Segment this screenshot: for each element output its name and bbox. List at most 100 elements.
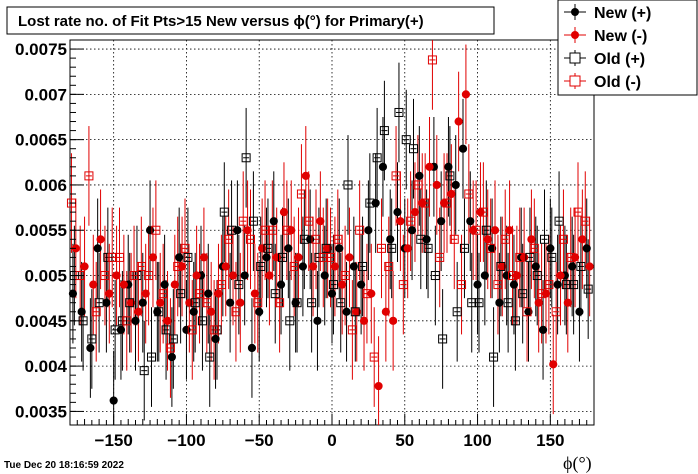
- data-point: [114, 252, 124, 262]
- data-point: [496, 261, 506, 271]
- data-point: [551, 307, 561, 317]
- data-point: [459, 243, 469, 253]
- data-point: [256, 261, 266, 271]
- data-point: [255, 307, 264, 316]
- data-point: [165, 343, 175, 353]
- data-point: [476, 208, 485, 217]
- legend-marker: [571, 8, 579, 16]
- data-point: [187, 325, 197, 335]
- y-tick-label: 0.006: [24, 176, 67, 195]
- data-point: [183, 252, 193, 262]
- data-point: [357, 280, 366, 289]
- data-point: [316, 217, 325, 226]
- data-point: [86, 343, 95, 353]
- data-point: [214, 289, 223, 298]
- data-point: [391, 171, 401, 181]
- data-point: [420, 198, 430, 208]
- data-point: [413, 180, 423, 190]
- data-point: [131, 316, 140, 325]
- data-point: [227, 225, 237, 235]
- data-point: [125, 298, 135, 308]
- legend-label: New (-): [594, 28, 647, 45]
- data-point: [224, 234, 234, 244]
- data-point: [311, 234, 321, 244]
- data-point: [447, 189, 456, 199]
- data-point: [558, 234, 568, 244]
- legend-label: New (+): [594, 5, 651, 22]
- y-tick-label: 0.0035: [15, 402, 67, 421]
- data-point: [439, 198, 449, 208]
- data-point: [522, 307, 532, 317]
- data-point: [464, 189, 474, 199]
- x-tick-label: −150: [95, 431, 133, 450]
- data-point: [406, 216, 416, 226]
- data-point: [469, 226, 478, 235]
- data-point: [358, 261, 368, 271]
- data-point: [199, 253, 209, 262]
- data-point: [549, 360, 558, 369]
- data-point: [507, 271, 517, 281]
- data-point: [258, 244, 267, 253]
- data-point: [365, 198, 375, 208]
- data-point: [534, 298, 543, 307]
- data-point: [445, 171, 455, 181]
- data-point: [583, 284, 593, 294]
- data-point: [84, 171, 94, 181]
- legend-label: Old (+): [594, 51, 645, 68]
- data-point: [422, 235, 431, 244]
- data-point: [467, 298, 477, 308]
- data-point: [209, 325, 219, 335]
- data-point: [384, 261, 394, 271]
- legend-marker: [571, 31, 579, 39]
- data-point: [161, 325, 171, 335]
- data-point: [233, 226, 242, 235]
- data-point: [207, 307, 216, 316]
- data-point: [544, 280, 554, 290]
- data-point: [110, 325, 120, 335]
- data-point: [138, 298, 147, 307]
- x-tick-label: 0: [327, 431, 336, 450]
- data-point: [531, 262, 540, 271]
- data-point: [335, 244, 344, 253]
- data-point: [87, 334, 97, 344]
- data-point: [435, 252, 445, 262]
- legend-marker: [569, 75, 581, 87]
- data-point: [387, 243, 397, 253]
- data-point: [538, 325, 548, 334]
- data-point: [486, 243, 496, 253]
- data-point: [253, 298, 263, 308]
- data-point: [260, 225, 270, 235]
- data-point: [466, 217, 475, 226]
- data-point: [91, 307, 101, 317]
- data-point: [394, 107, 404, 117]
- data-point: [306, 235, 315, 244]
- data-point: [245, 234, 255, 244]
- data-point: [566, 252, 576, 262]
- data-point: [493, 280, 503, 290]
- data-point: [109, 396, 118, 405]
- data-point: [307, 298, 317, 308]
- data-point: [175, 253, 184, 262]
- data-point: [471, 225, 481, 235]
- data-point: [77, 307, 86, 316]
- data-point: [89, 280, 98, 289]
- data-point: [262, 253, 271, 262]
- data-point: [396, 217, 405, 226]
- data-point: [340, 271, 350, 281]
- data-point: [449, 234, 459, 244]
- data-point: [226, 298, 235, 307]
- data-point: [282, 225, 292, 235]
- data-point: [525, 252, 535, 262]
- data-point: [569, 280, 579, 290]
- data-point: [336, 298, 346, 308]
- data-point: [292, 298, 302, 308]
- data-point: [182, 325, 191, 334]
- x-tick-label: 150: [536, 431, 564, 450]
- data-point: [299, 234, 309, 244]
- data-point: [190, 298, 200, 308]
- data-point: [409, 144, 419, 154]
- data-point: [330, 262, 340, 271]
- y-tick-label: 0.005: [24, 267, 67, 286]
- data-point: [263, 243, 273, 253]
- data-point: [369, 352, 379, 362]
